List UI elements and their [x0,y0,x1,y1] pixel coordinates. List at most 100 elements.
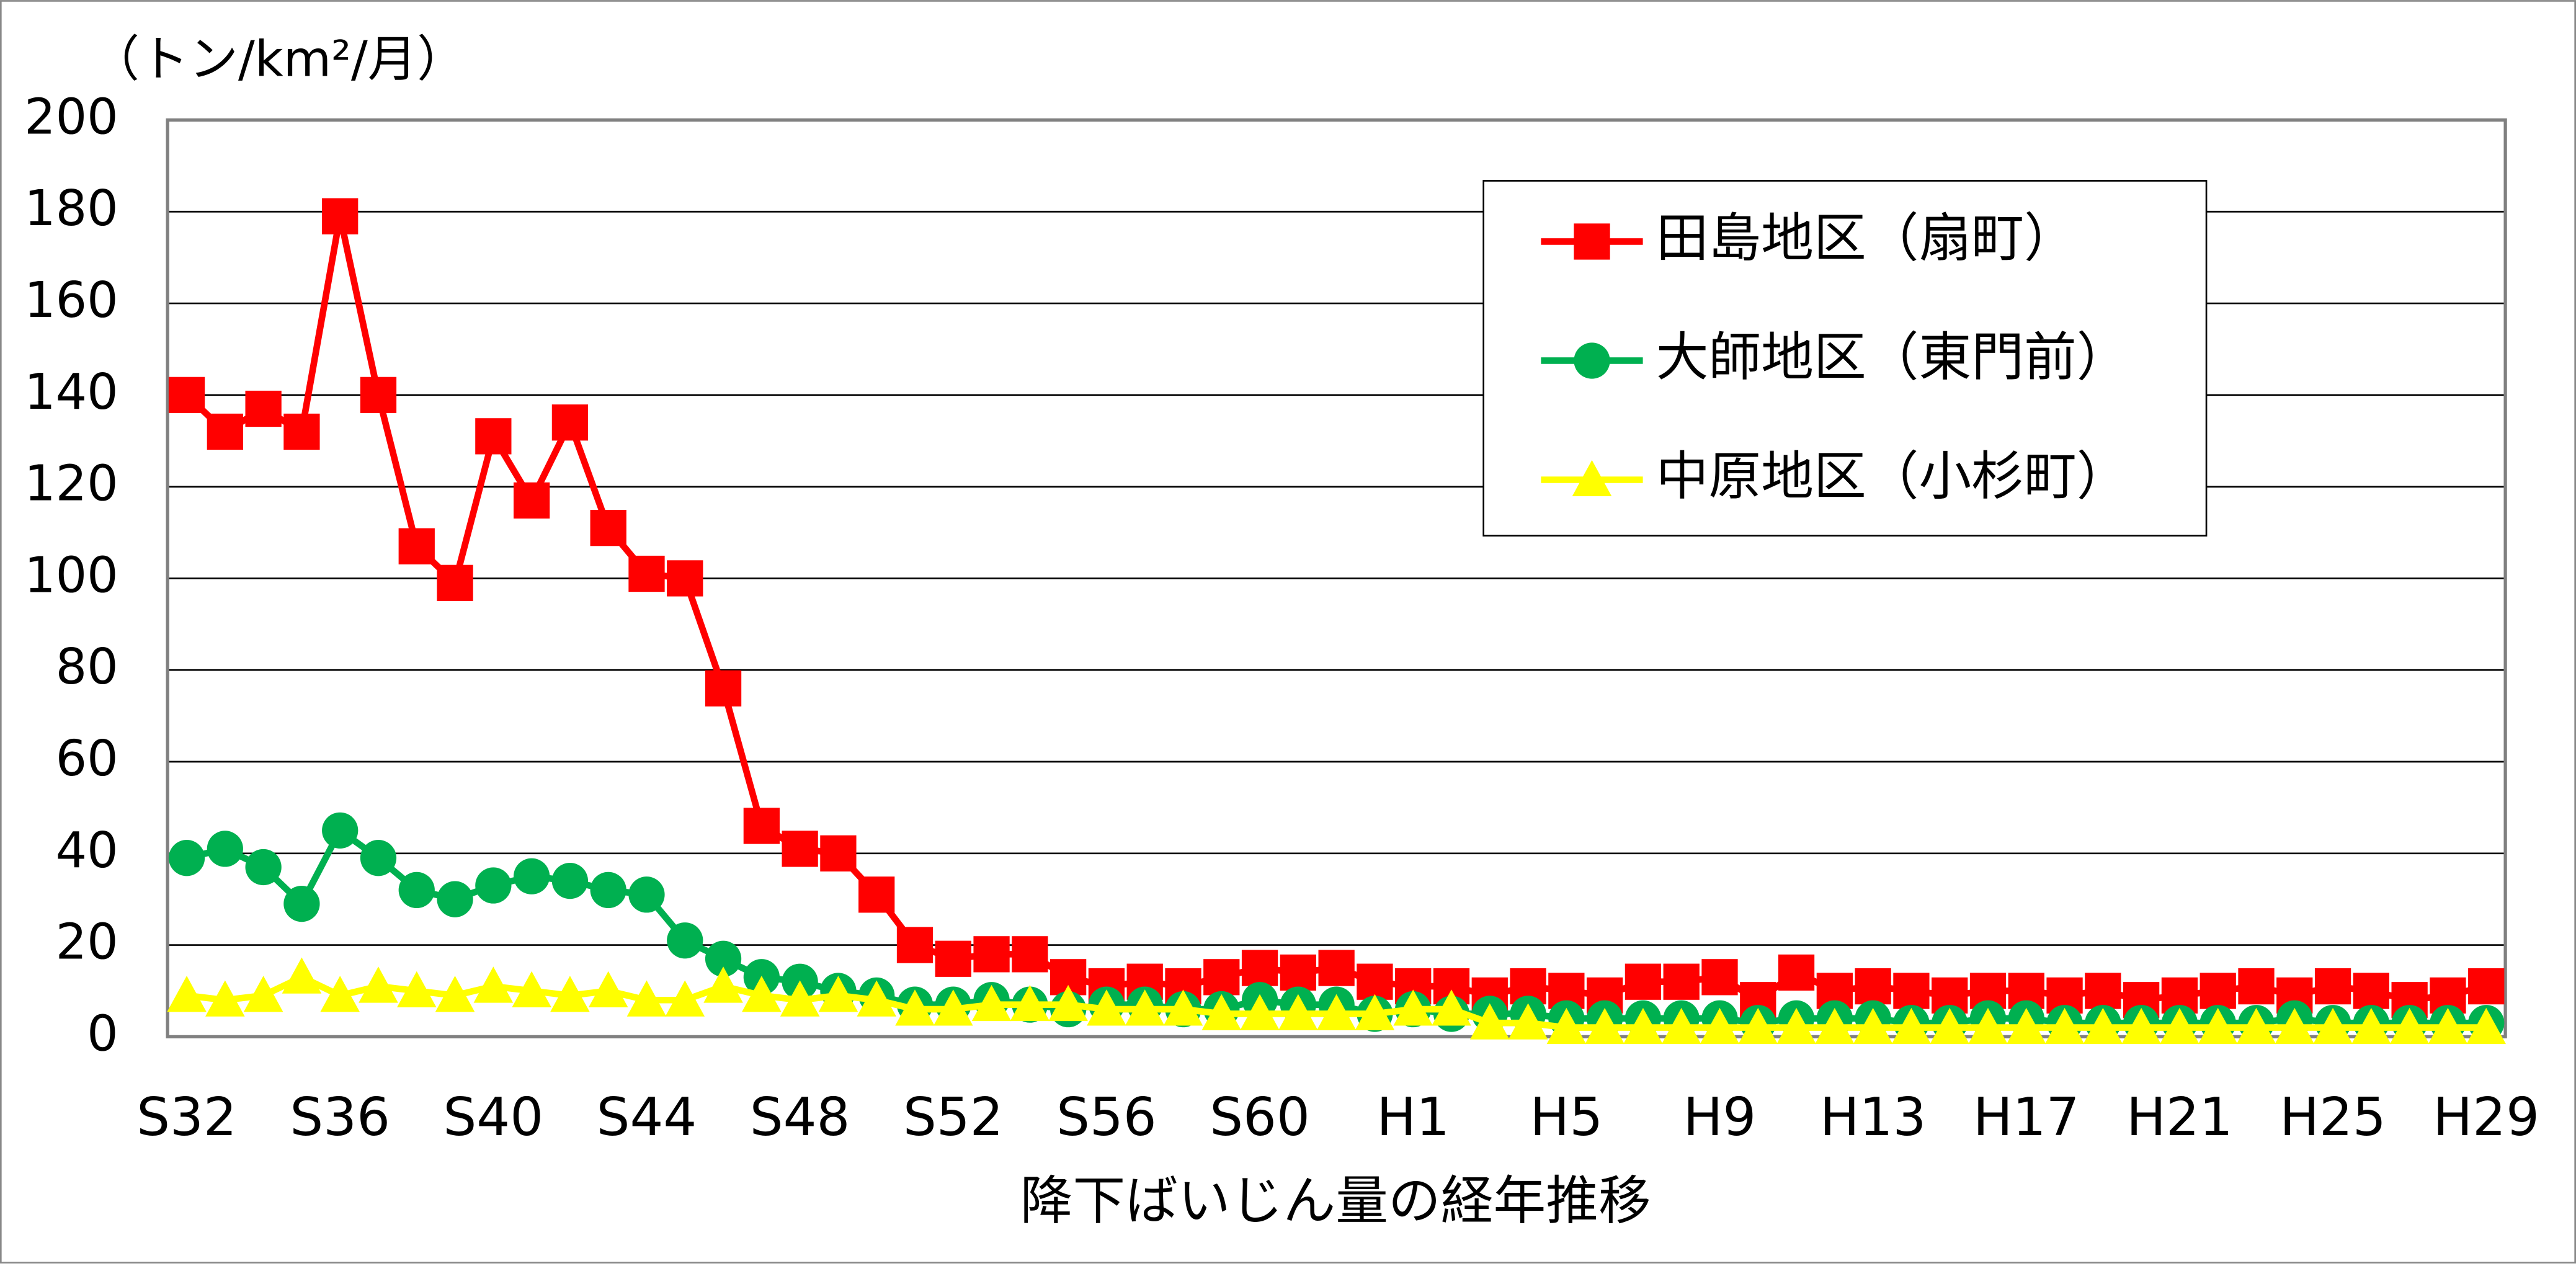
marker [1574,342,1610,379]
marker [782,831,818,867]
x-tick-label: H1 [1376,1086,1450,1148]
marker [590,871,626,909]
marker [398,871,435,909]
x-tick-label: H13 [1820,1086,1927,1148]
y-tick-label: 140 [24,363,118,421]
marker [2198,1007,2238,1045]
marker [207,831,243,867]
marker [1469,1003,1510,1040]
marker [243,976,283,1012]
marker [396,971,437,1007]
x-tick-label: H5 [1530,1086,1603,1148]
x-tick-label: S36 [290,1086,390,1148]
marker [551,862,589,899]
marker [705,940,742,977]
marker [322,812,359,849]
marker [1546,1007,1587,1045]
marker [320,976,360,1012]
marker [2353,973,2389,1009]
series [167,957,2507,1045]
marker [1930,1007,1969,1045]
plot-border [166,118,2507,1039]
marker [820,835,857,871]
marker [359,966,398,1003]
marker [245,390,282,427]
marker [1624,963,1662,1000]
marker [2160,1007,2199,1045]
marker [207,413,243,450]
marker [2121,1007,2161,1045]
marker [2275,1007,2315,1045]
marker [2044,1007,2085,1045]
marker [1125,989,1165,1026]
x-tick-label: H17 [1973,1086,2080,1148]
marker [551,404,589,441]
marker [282,957,322,994]
legend-label: 大師地区（東門前） [1656,326,2129,388]
x-tick-label: S60 [1210,1086,1310,1148]
y-tick-label: 180 [24,179,118,237]
marker [2351,1007,2391,1045]
x-tick-label: S56 [1056,1086,1157,1148]
marker [2389,1007,2430,1045]
marker [667,560,703,597]
marker [896,927,934,963]
marker [1010,984,1050,1022]
marker [473,966,514,1003]
legend-label: 田島地区（扇町） [1656,207,2077,269]
marker [2083,1007,2123,1045]
marker [1087,989,1126,1026]
marker [360,377,397,413]
marker [1201,994,1242,1030]
marker [2199,973,2236,1009]
marker [1278,994,1318,1030]
x-tick-label: S48 [750,1086,850,1148]
marker [743,808,780,844]
marker [2314,968,2351,1005]
marker [168,377,205,413]
y-tick-label: 20 [56,913,118,971]
marker [168,840,205,876]
marker [1355,994,1395,1030]
marker [1776,1007,1816,1045]
marker [818,976,858,1012]
marker [1572,460,1612,496]
marker [971,984,1012,1022]
y-tick-label: 0 [87,1004,118,1062]
marker [628,555,665,592]
y-tick-label: 100 [24,546,118,604]
marker [512,971,551,1007]
marker [626,980,667,1017]
marker [1661,1007,1701,1045]
marker [2428,1007,2468,1045]
marker [1623,1007,1663,1045]
marker [590,510,626,546]
y-tick-label: 120 [24,455,118,512]
marker [1778,954,1815,991]
marker [437,564,473,601]
marker [1700,1007,1740,1045]
marker [2007,1007,2046,1045]
marker [742,976,782,1012]
marker [167,976,207,1012]
marker [475,418,512,455]
legend-label: 中原地区（小杉町） [1656,445,2129,507]
marker [857,980,896,1017]
marker [1012,936,1048,973]
marker [703,966,743,1003]
marker [933,989,973,1026]
marker [475,867,512,904]
y-tick-label: 80 [56,638,118,695]
x-tick-label: H25 [2280,1086,2386,1148]
marker [1815,1007,1855,1045]
marker [360,840,397,876]
y-tick-label: 160 [24,271,118,329]
marker [1663,963,1700,1000]
marker [935,940,971,977]
marker [2468,968,2505,1005]
marker [1280,954,1316,991]
marker [1316,994,1357,1030]
x-tick-label: S40 [443,1086,544,1148]
marker [2238,968,2275,1005]
marker [513,858,550,894]
